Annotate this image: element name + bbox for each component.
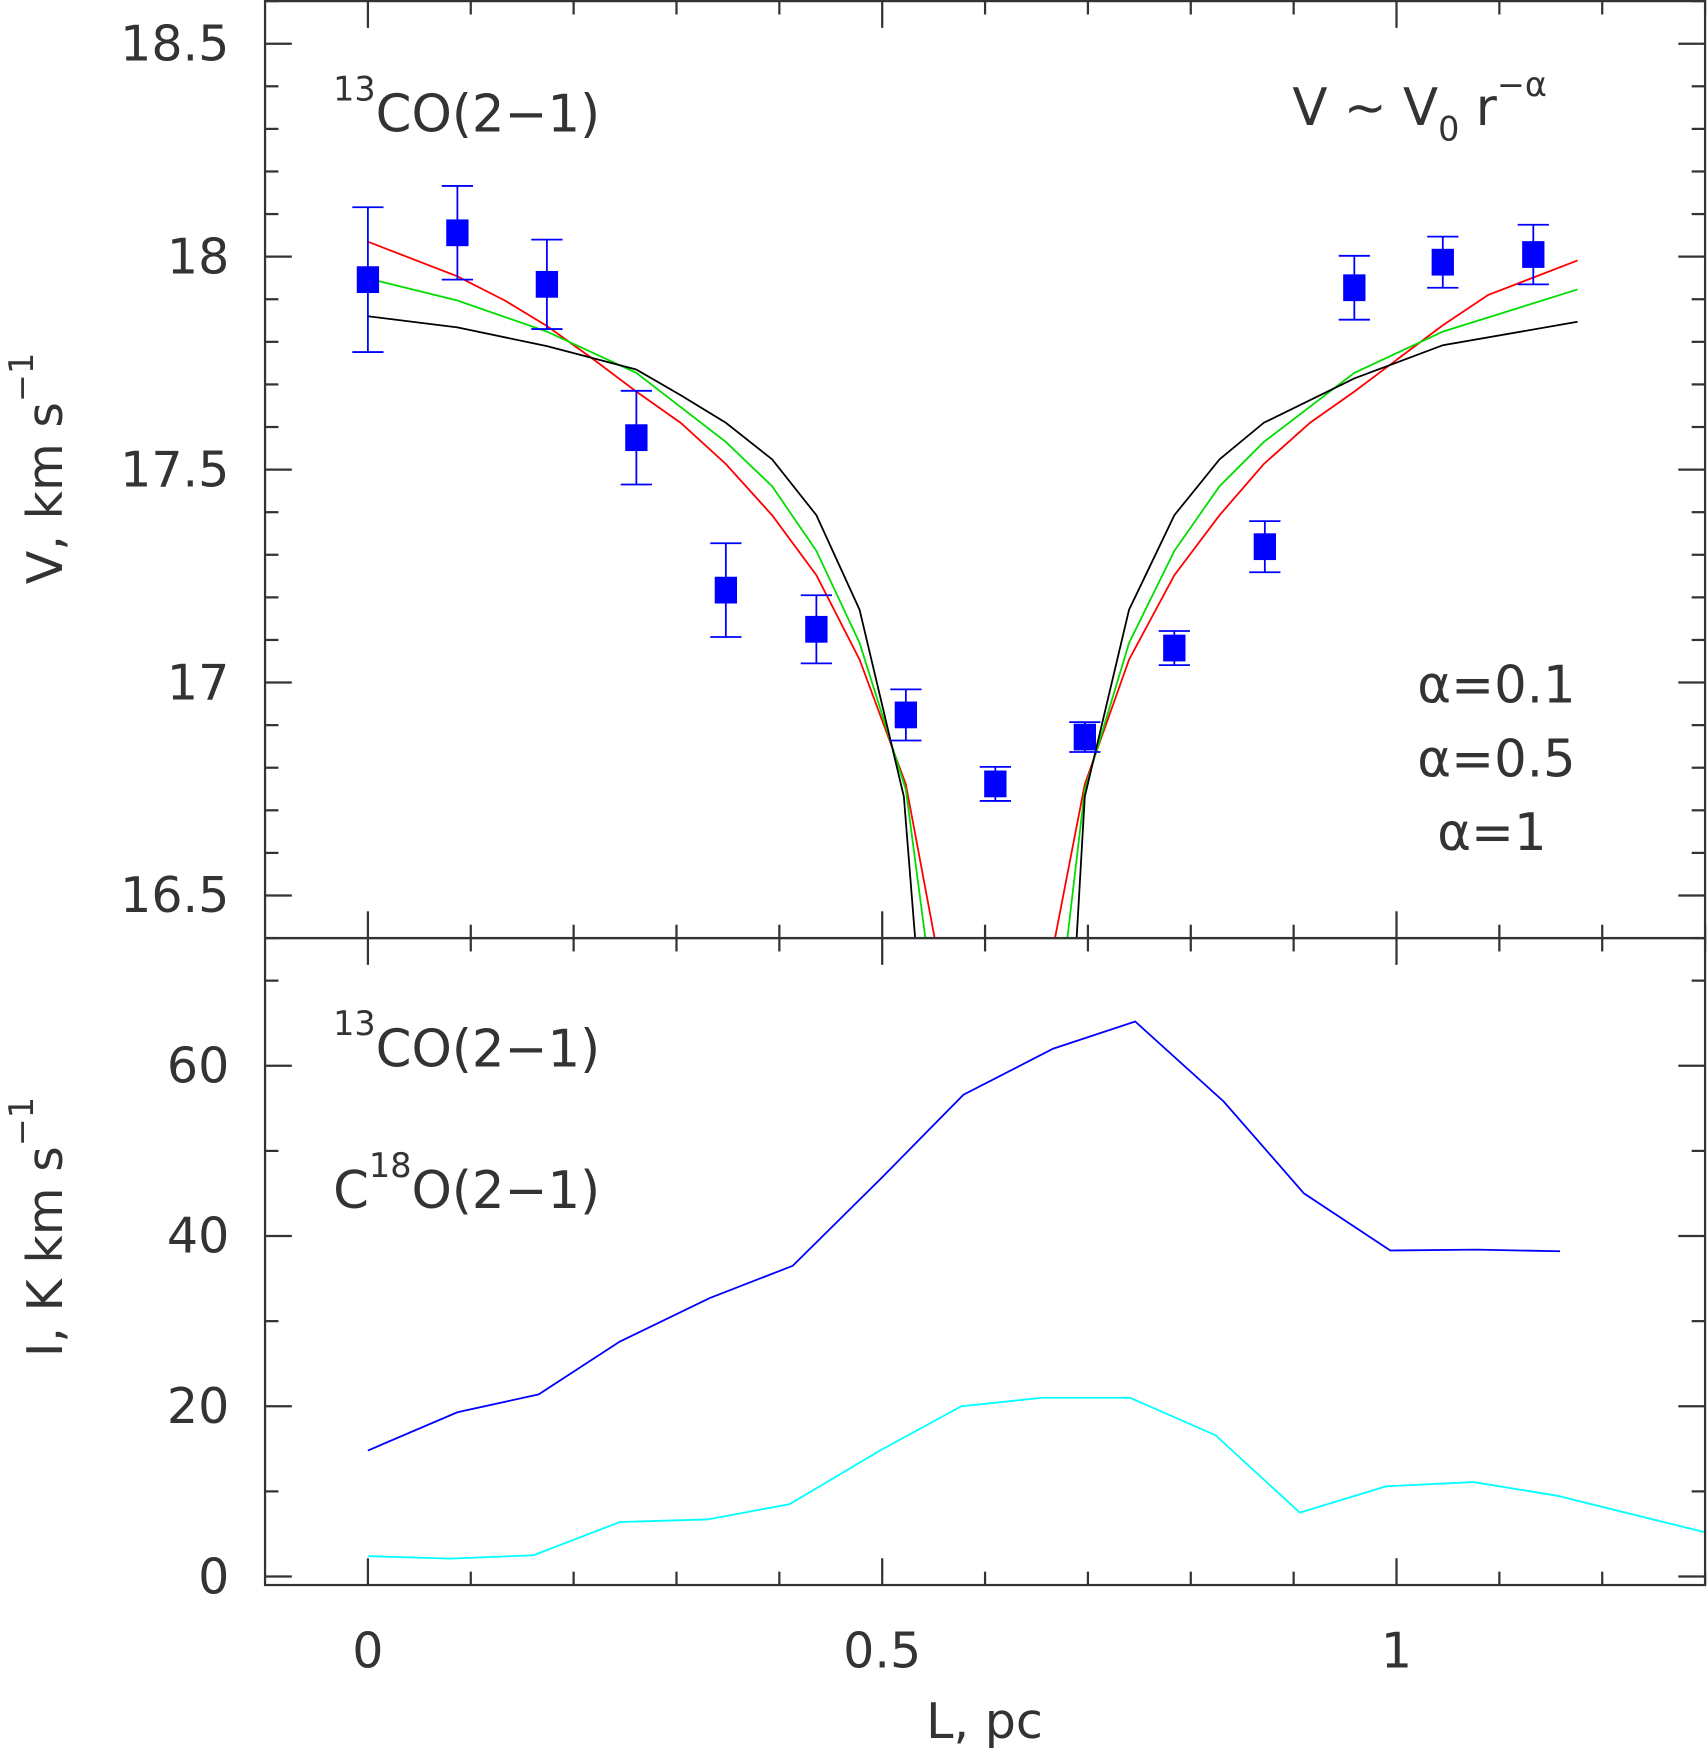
- legend-alpha-0.5: α=0.5: [1417, 729, 1575, 789]
- model-formula: V ∼ V0 r−α: [1292, 65, 1547, 149]
- bottom-y-axis-label: I, K km s−1: [2, 1097, 74, 1357]
- data-point: [984, 770, 1007, 798]
- data-point: [356, 266, 380, 294]
- legend-alpha-1: α=1: [1437, 803, 1546, 863]
- x-tick-label: 0.5: [843, 1622, 921, 1680]
- data-point: [446, 219, 469, 247]
- intensity-panel: 0 20 40 60 0 0.5 1: [167, 938, 1707, 1680]
- y-tick-label: 18: [167, 227, 229, 285]
- data-point: [1522, 241, 1545, 268]
- velocity-panel: 16.5 17 17.5 18 18.5: [120, 0, 1707, 940]
- series-line-1: [367, 1396, 1706, 1560]
- bottom-label-13co: 13CO(2−1): [333, 1004, 600, 1079]
- y-tick-label: 18.5: [120, 14, 229, 72]
- x-tick-label: 0: [352, 1622, 383, 1680]
- y-tick-label: 0: [198, 1547, 229, 1605]
- bottom-frame: [263, 936, 1707, 1587]
- data-point: [1073, 723, 1096, 751]
- bottom-label-c18o: C18O(2−1): [333, 1146, 600, 1221]
- y-tick-label: 16.5: [120, 866, 229, 924]
- data-point: [714, 576, 738, 604]
- data-point: [1343, 274, 1366, 302]
- y-tick-label: 60: [167, 1036, 229, 1094]
- y-tick-label: 17: [167, 653, 229, 711]
- data-point: [625, 424, 648, 452]
- x-axis-label: L, pc: [926, 1692, 1043, 1749]
- data-point: [894, 701, 918, 729]
- data-point: [1431, 248, 1454, 276]
- data-point: [805, 615, 828, 643]
- top-label-13co: 13CO(2−1): [333, 69, 600, 144]
- y-tick-label: 17.5: [120, 440, 229, 498]
- series-line-0: [367, 240, 1578, 939]
- series-line-0: [367, 1020, 1561, 1452]
- top-y-axis-label: V, km s−1: [2, 353, 74, 584]
- series-line-1: [367, 277, 1578, 939]
- y-tick-label: 40: [167, 1207, 229, 1265]
- x-tick-label: 1: [1381, 1622, 1412, 1680]
- series-line-2: [367, 315, 1578, 939]
- data-point: [535, 270, 559, 298]
- legend-alpha-0.1: α=0.1: [1417, 656, 1575, 716]
- data-point: [1253, 533, 1276, 561]
- data-point: [1163, 634, 1186, 662]
- y-tick-label: 20: [167, 1377, 229, 1435]
